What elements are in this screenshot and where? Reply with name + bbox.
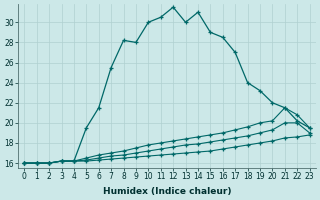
X-axis label: Humidex (Indice chaleur): Humidex (Indice chaleur) bbox=[103, 187, 231, 196]
